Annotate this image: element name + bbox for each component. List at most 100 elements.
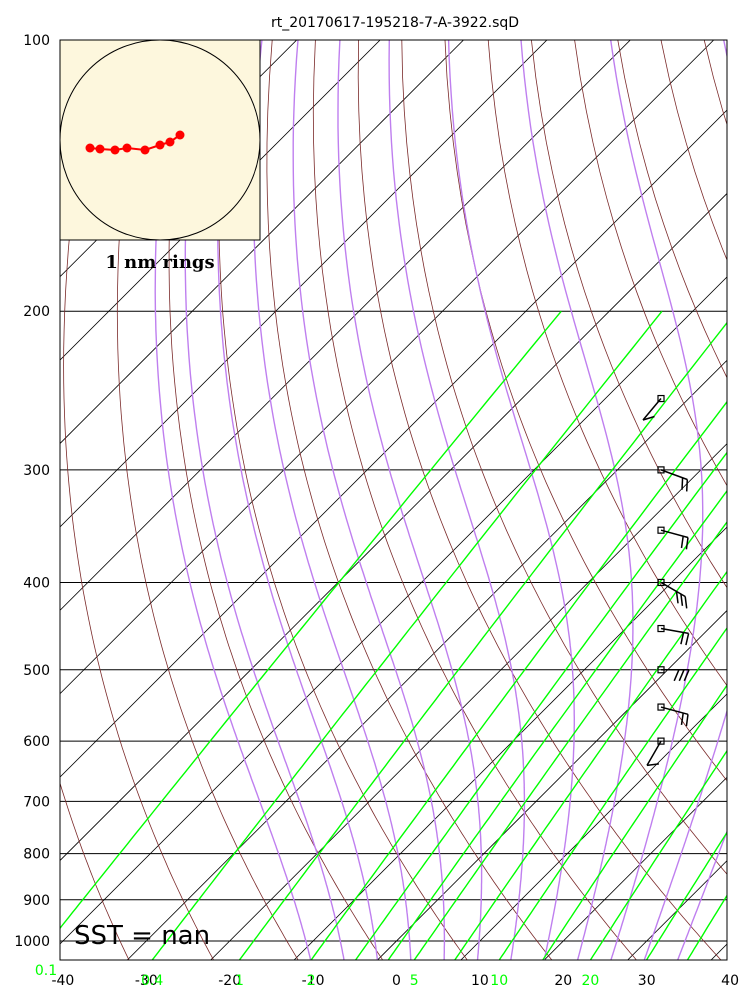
mixing-ratio-label: 10: [490, 973, 508, 989]
hodograph-point: [165, 137, 175, 147]
hodograph-point: [122, 143, 132, 153]
wind-barb-station: [657, 394, 665, 403]
mixing-ratio-label: 5: [410, 973, 419, 989]
isotherm-line: [710, 943, 727, 960]
isotherm-line: [60, 40, 631, 611]
wind-barb-flag: [685, 633, 690, 646]
chart-title: rt_20170617-195218-7-A-3922.sqD: [271, 15, 519, 31]
mixing-ratio-line: [151, 310, 663, 960]
wind-barb: [657, 466, 689, 492]
wind-barb-flag: [680, 632, 685, 645]
isotherm-line: [0, 0, 50, 978]
hodograph-point: [95, 144, 105, 154]
pressure-tick-label: 400: [23, 576, 50, 592]
hodograph-ring: [59, 39, 261, 241]
wind-barb-flag: [678, 669, 685, 682]
moist-adiabat-line: [252, 40, 412, 960]
mixing-ratio-line: [645, 831, 727, 960]
wind-barb-flag: [685, 479, 689, 492]
isotherm-line: [60, 40, 465, 445]
moist-adiabat-line: [643, 40, 727, 960]
pressure-tick-label: 500: [23, 663, 50, 679]
isotherm-line: [543, 776, 727, 960]
dry-adiabat-line: [660, 40, 727, 261]
moist-adiabat-line: [676, 829, 727, 960]
wind-barb: [657, 703, 689, 727]
wind-barb-flag: [673, 669, 680, 682]
dry-adiabat-line: [574, 40, 727, 487]
mixing-ratio-line: [686, 894, 727, 960]
pressure-tick-label: 300: [23, 463, 50, 479]
wind-barb-shaft: [660, 627, 689, 635]
mixing-ratio-line: [60, 310, 562, 930]
dry-adiabat-line: [218, 40, 468, 960]
wind-barb-flag: [675, 591, 679, 604]
temperature-tick-label: 30: [638, 973, 656, 989]
isotherm-line: [460, 693, 727, 960]
mixing-ratio-labels: 0.1 0.4 1 2 5 10 20: [35, 963, 599, 989]
wind-barb-station: [657, 466, 665, 474]
temperature-tick-label: 0: [392, 973, 401, 989]
isotherm-line: [60, 109, 727, 778]
temperature-tick-label: -30: [135, 973, 158, 989]
wind-barbs: [642, 394, 690, 767]
mixing-ratio-label: 0.1: [35, 963, 57, 979]
temperature-tick-label: -10: [302, 973, 325, 989]
hodograph-point: [155, 140, 165, 150]
temperature-tick-labels: -40 -30 -20 -10 0 10 20 30 40: [51, 973, 739, 989]
pressure-tick-label: 1000: [14, 934, 50, 950]
grid-lines: [0, 0, 750, 978]
wind-barb-flag: [680, 535, 684, 549]
moist-adiabat-line: [337, 40, 483, 960]
pressure-tick-labels: 100 200 300 400 500 600 700 800 900 1000: [14, 33, 50, 950]
pressure-tick-label: 100: [23, 33, 50, 49]
hodograph-caption: 1 nm rings: [105, 252, 214, 273]
wind-barb-station: [657, 526, 665, 534]
pressure-tick-label: 200: [23, 304, 50, 320]
mixing-ratio-line: [542, 684, 727, 960]
wind-barb-station: [657, 578, 665, 587]
isotherm-line: [376, 609, 727, 960]
dry-adiabat-line: [728, 0, 750, 978]
isotherm-line: [60, 40, 548, 528]
wind-barb-flag: [642, 415, 655, 421]
mixing-ratio-line: [413, 520, 727, 960]
wind-barb: [657, 578, 688, 609]
moist-adiabat-line: [217, 40, 379, 960]
isotherm-line: [126, 359, 727, 960]
moist-adiabat-line: [520, 40, 634, 960]
mixing-ratio-label: 0.4: [141, 973, 163, 989]
dry-adiabat-line: [530, 40, 727, 589]
isotherm-line: [293, 526, 727, 960]
dry-adiabat-line: [60, 781, 130, 960]
mixing-ratio-label: 2: [307, 973, 316, 989]
wind-barb-shaft: [660, 706, 689, 716]
plot-frame: [59, 39, 728, 961]
hodograph-inset: 1 nm rings: [59, 39, 261, 273]
wind-barb: [657, 526, 689, 550]
wind-barb-station: [657, 703, 665, 711]
wind-barb-flag: [683, 669, 690, 682]
mixing-ratio-line: [498, 626, 727, 960]
hodograph-point: [110, 145, 120, 155]
dry-adiabat-line: [116, 40, 299, 960]
pressure-tick-label: 800: [23, 847, 50, 863]
pressure-tick-label: 600: [23, 734, 50, 750]
wind-barb-flag: [685, 714, 689, 727]
moist-adiabat-line: [447, 40, 575, 960]
hodograph-point: [140, 145, 150, 155]
wind-barb: [642, 394, 665, 421]
pressure-tick-label: 700: [23, 794, 50, 810]
pressure-tick-label: 900: [23, 893, 50, 909]
wind-barb-flag: [681, 477, 684, 490]
wind-barb-flag: [646, 763, 659, 767]
mixing-ratio-line: [310, 400, 727, 960]
dry-adiabat-line: [266, 40, 553, 960]
wind-barb: [657, 624, 690, 646]
hodograph-background: [59, 39, 261, 241]
dry-adiabat-line: [312, 40, 637, 960]
dry-adiabat-line: [401, 40, 727, 875]
moist-adiabat-line: [610, 40, 704, 960]
moist-adiabat-line: [154, 40, 312, 960]
